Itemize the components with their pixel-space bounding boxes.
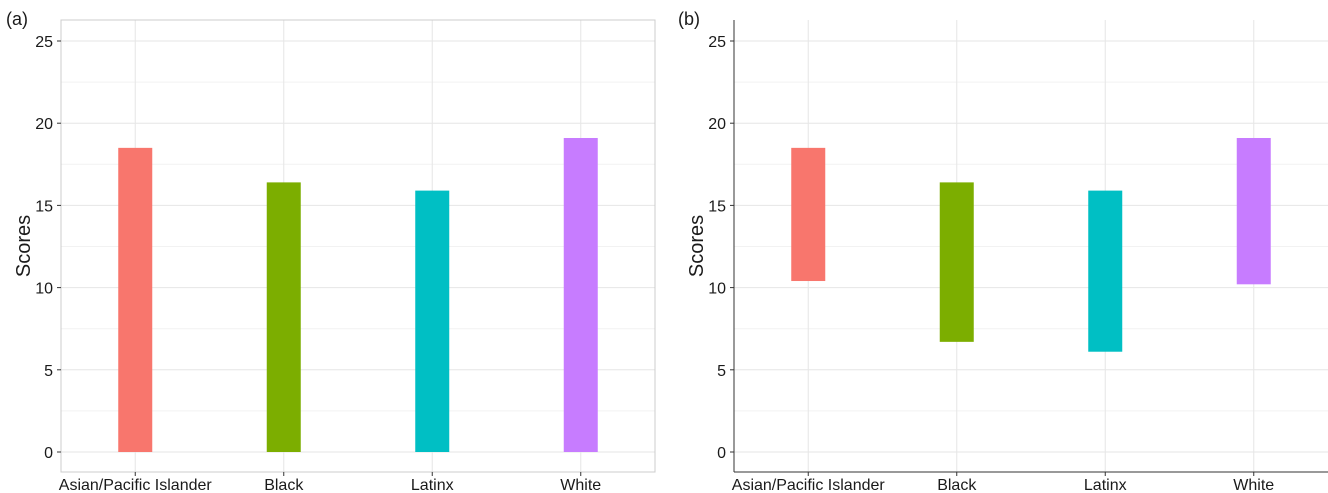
y-tick-label: 5	[44, 363, 53, 380]
y-axis-title: Scores	[13, 215, 35, 277]
x-category-label: White	[1233, 477, 1274, 493]
bar-black	[939, 182, 974, 342]
y-tick-label: 15	[708, 198, 726, 215]
y-tick-label: 20	[708, 116, 726, 133]
panel-label: (b)	[678, 9, 700, 29]
y-tick-label: 20	[35, 116, 53, 133]
y-tick-label: 5	[717, 363, 726, 380]
bar-asian-pacific-islander	[791, 147, 826, 282]
bar-white	[1236, 137, 1271, 285]
y-tick-label: 10	[708, 281, 726, 298]
x-category-label: Latinx	[1084, 477, 1127, 493]
x-category-label: White	[560, 477, 601, 493]
bar-black	[266, 182, 301, 452]
x-category-label: Black	[264, 477, 304, 493]
y-tick-label: 15	[35, 198, 53, 215]
y-tick-label: 0	[717, 445, 726, 462]
chart-panel-a: 0 5 10 15 20 25 Asian/Pacific Islander Black Lat…	[6, 9, 656, 493]
x-category-label: Asian/Pacific Islander	[59, 477, 213, 493]
y-tick-label: 25	[35, 34, 53, 51]
bar-latinx	[415, 190, 450, 452]
y-axis-title: Scores	[686, 215, 708, 277]
y-tick-label: 0	[44, 445, 53, 462]
x-category-label: Latinx	[411, 477, 454, 493]
chart-panel-b: 0 5 10 15 20 25 Asian/Pacific Islander Black Lat…	[678, 9, 1328, 493]
bar-white	[563, 137, 598, 452]
plot-frame	[60, 19, 656, 473]
y-tick-label: 25	[708, 34, 726, 51]
y-tick-label: 10	[35, 281, 53, 298]
bar-latinx	[1088, 190, 1123, 352]
bar-asian-pacific-islander	[118, 147, 153, 453]
x-category-label: Black	[937, 477, 977, 493]
panel-label: (a)	[6, 9, 28, 29]
x-category-label: Asian/Pacific Islander	[732, 477, 886, 493]
